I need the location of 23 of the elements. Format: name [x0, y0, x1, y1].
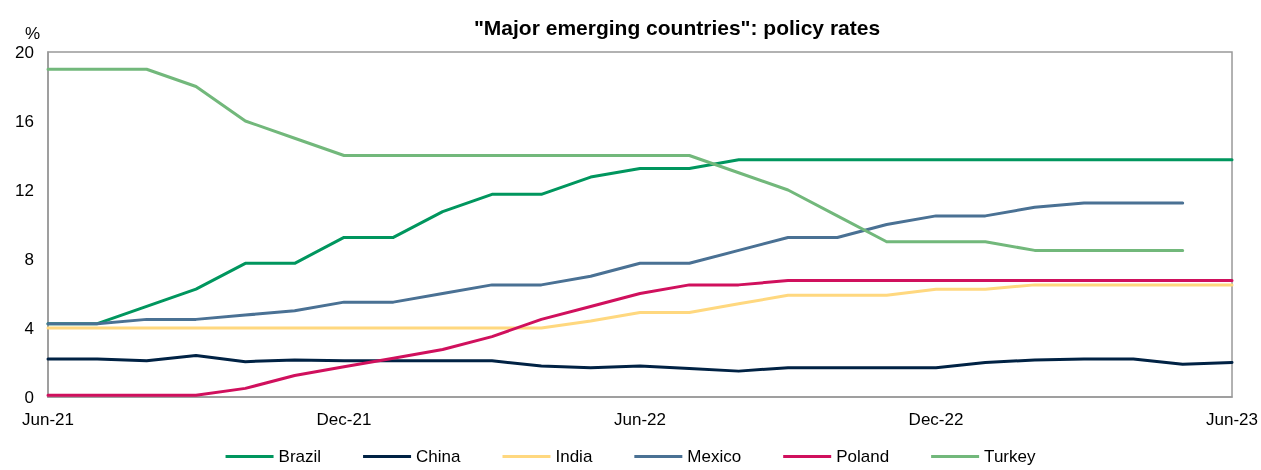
y-tick-label: 8 — [24, 249, 34, 269]
line-series — [46, 354, 1234, 373]
legend-label: China — [416, 447, 462, 466]
chart-title: "Major emerging countries": policy rates — [473, 16, 881, 39]
y-tick-label: 20 — [15, 42, 34, 62]
legend-label: Brazil — [278, 447, 322, 466]
legend-label: Turkey — [984, 447, 1036, 466]
y-tick-label: 12 — [15, 180, 34, 200]
x-tick-label: Jun-22 — [614, 410, 666, 429]
line-series — [46, 201, 1185, 326]
y-tick-label: 4 — [24, 318, 34, 338]
y-axis-title: % — [24, 24, 40, 43]
x-tick-label: Dec-22 — [908, 410, 964, 429]
line-series — [46, 283, 1234, 330]
legend-label: India — [555, 447, 593, 466]
line-series — [46, 67, 1185, 252]
legend-label: Mexico — [687, 447, 742, 466]
x-tick-label: Jun-21 — [22, 410, 74, 429]
y-tick-label: 0 — [24, 387, 34, 407]
x-tick-label: Jun-23 — [1206, 410, 1258, 429]
legend-label: Poland — [836, 447, 890, 466]
y-tick-label: 16 — [15, 111, 34, 131]
x-tick-label: Dec-21 — [316, 410, 372, 429]
